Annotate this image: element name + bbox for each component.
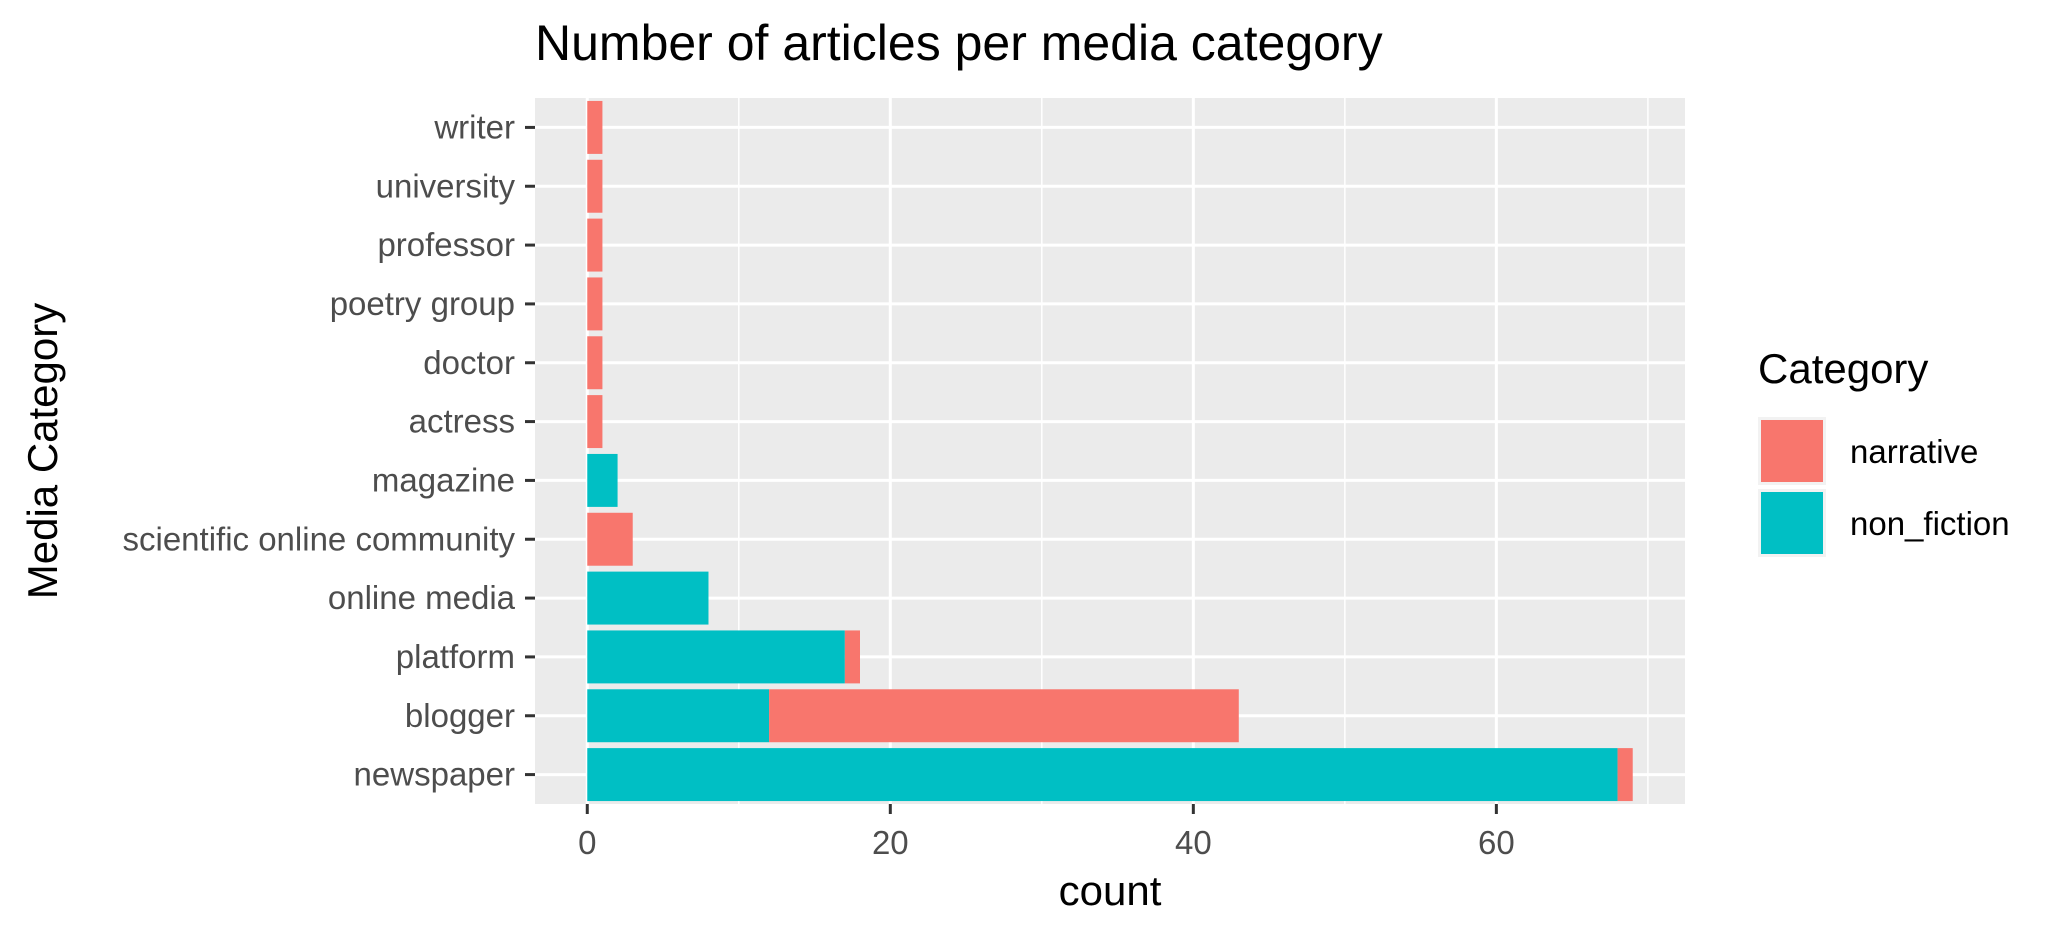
chart-title: Number of articles per media category	[535, 15, 1383, 71]
legend-swatch-non-fiction	[1761, 492, 1823, 554]
bar-online-media-non-fiction	[587, 571, 709, 625]
x-axis-title: count	[1059, 867, 1162, 914]
bar-magazine-non-fiction	[587, 453, 618, 507]
x-tick-label: 0	[578, 824, 596, 861]
y-tick-label: doctor	[423, 344, 515, 381]
bar-newspaper-non-fiction	[587, 748, 1618, 802]
bar-platform-non-fiction	[587, 630, 845, 684]
y-tick-label: professor	[377, 226, 515, 263]
legend-title: Category	[1758, 345, 1928, 392]
x-tick-label: 20	[872, 824, 909, 861]
bar-poetry-group-narrative	[587, 277, 603, 331]
bar-scientific-online-community-narrative	[587, 512, 633, 566]
legend: Category narrative non_fiction	[1758, 345, 2010, 557]
bar-newspaper-narrative	[1617, 748, 1633, 802]
y-tick-label: scientific online community	[123, 520, 516, 557]
bar-platform-narrative	[844, 630, 860, 684]
legend-label: narrative	[1850, 433, 1978, 470]
bars-layer	[587, 100, 1633, 802]
y-axis: newspaper blogger platform online media scie…	[123, 108, 535, 793]
y-tick-label: platform	[396, 638, 515, 675]
bar-blogger-non-fiction	[587, 689, 770, 743]
legend-items: narrative non_fiction	[1758, 417, 2010, 557]
y-tick-label: poetry group	[330, 285, 515, 322]
y-tick-label: university	[376, 167, 516, 204]
x-tick-label: 40	[1175, 824, 1212, 861]
legend-swatch-narrative	[1761, 420, 1823, 482]
y-tick-label: online media	[328, 579, 516, 616]
bar-university-narrative	[587, 159, 603, 213]
y-tick-label: magazine	[372, 461, 515, 498]
bar-professor-narrative	[587, 218, 603, 272]
y-axis-title: Media Category	[19, 303, 66, 599]
y-tick-label: blogger	[405, 697, 515, 734]
x-tick-label: 60	[1478, 824, 1515, 861]
plot-panel	[535, 98, 1685, 804]
x-axis: 0 20 40 60	[578, 804, 1515, 861]
bar-writer-narrative	[587, 100, 603, 154]
y-tick-label: actress	[409, 403, 515, 440]
y-tick-label: newspaper	[354, 756, 515, 793]
legend-label: non_fiction	[1850, 505, 2010, 542]
bar-actress-narrative	[587, 395, 603, 449]
bar-blogger-narrative	[769, 689, 1239, 743]
y-tick-label: writer	[433, 108, 515, 145]
bar-doctor-narrative	[587, 336, 603, 390]
